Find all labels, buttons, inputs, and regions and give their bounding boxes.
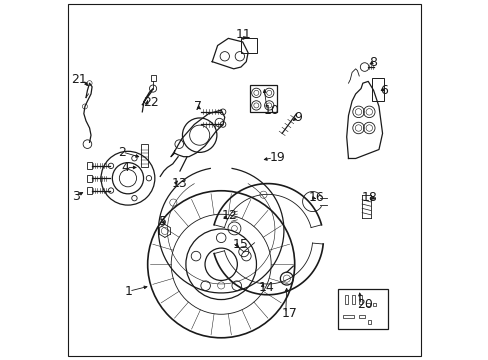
Bar [343,315,353,318]
Bar [86,187,92,194]
Text: 4: 4 [122,161,129,174]
Text: 12: 12 [221,210,237,222]
Bar [249,85,276,112]
Bar [372,303,376,306]
Text: 15: 15 [233,238,248,251]
Text: 16: 16 [308,192,324,204]
Text: 13: 13 [172,177,187,190]
Bar [337,289,387,329]
Bar [86,175,92,182]
Text: 9: 9 [293,111,301,124]
Bar [359,315,364,318]
Bar [241,39,257,53]
Bar [351,295,354,304]
Text: 20: 20 [357,298,372,311]
Bar [359,295,362,304]
Bar [366,303,369,306]
Text: 19: 19 [269,151,285,164]
Text: 2: 2 [118,145,126,158]
Text: 3: 3 [72,190,80,203]
Text: 1: 1 [124,285,132,298]
Text: 21: 21 [71,73,86,86]
Bar [367,320,370,324]
Text: 10: 10 [263,104,279,117]
Text: 11: 11 [235,28,250,41]
Bar [344,295,347,304]
Bar [86,162,92,169]
Text: 6: 6 [379,84,387,97]
Bar [140,144,148,167]
Bar [371,78,384,101]
Text: 17: 17 [282,307,297,320]
Text: 7: 7 [193,100,201,113]
Text: 8: 8 [368,56,377,69]
Text: 18: 18 [361,192,376,204]
Text: 22: 22 [143,96,159,109]
Bar [150,75,155,81]
Text: 5: 5 [159,215,167,228]
Text: 14: 14 [258,281,274,294]
